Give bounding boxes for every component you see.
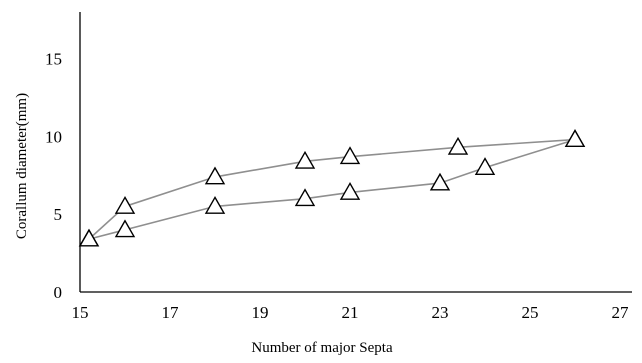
series-line-1 xyxy=(88,138,576,240)
data-point-triangle xyxy=(339,182,361,200)
data-point-triangle xyxy=(114,219,136,238)
y-tick-labels: 0 5 10 15 xyxy=(45,50,62,302)
data-point-triangle xyxy=(429,172,451,191)
y-tick-label: 15 xyxy=(45,50,62,69)
y-tick-label: 0 xyxy=(54,283,63,302)
y-tick-label: 10 xyxy=(45,127,62,146)
markers xyxy=(78,129,586,247)
data-point-triangle xyxy=(204,196,226,214)
data-point-triangle xyxy=(294,150,316,169)
data-point-triangle xyxy=(78,228,100,247)
x-axis-title: Number of major Septa xyxy=(251,340,393,356)
series-lines xyxy=(88,138,576,240)
series-line-2 xyxy=(88,138,576,240)
data-point-triangle xyxy=(294,188,316,207)
data-point-triangle xyxy=(114,196,136,214)
y-tick-label: 5 xyxy=(54,205,63,224)
x-tick-labels: 15 17 19 21 23 25 27 xyxy=(72,303,630,322)
x-tick-label: 19 xyxy=(252,303,269,322)
axes xyxy=(79,12,632,293)
data-point-triangle xyxy=(447,136,469,155)
data-point-triangle xyxy=(339,146,361,165)
x-tick-label: 15 xyxy=(72,303,89,322)
x-tick-label: 21 xyxy=(342,303,359,322)
data-point-triangle xyxy=(474,157,496,176)
x-tick-label: 23 xyxy=(432,303,449,322)
data-point-triangle xyxy=(564,129,586,148)
x-tick-label: 27 xyxy=(612,303,630,322)
y-axis-title: Corallum diameter(mm) xyxy=(14,93,30,239)
x-tick-label: 25 xyxy=(522,303,539,322)
data-point-triangle xyxy=(204,166,226,185)
x-tick-label: 17 xyxy=(162,303,180,322)
